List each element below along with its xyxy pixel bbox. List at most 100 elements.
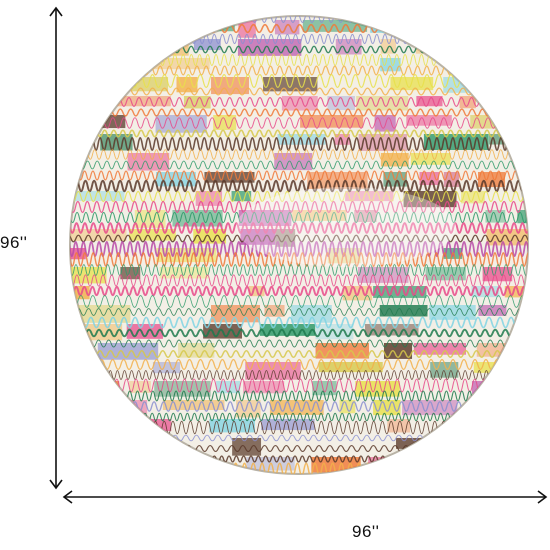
zigzag-line <box>70 378 528 393</box>
zigzag-line <box>70 87 528 96</box>
color-patch <box>471 457 487 470</box>
color-patch <box>342 286 373 301</box>
zigzag-line <box>70 234 528 243</box>
color-patch <box>204 172 255 183</box>
color-patch <box>459 96 476 109</box>
zigzag-line <box>70 401 528 412</box>
light-wash <box>236 187 456 267</box>
zigzag-line <box>70 97 528 107</box>
color-patch <box>418 457 435 474</box>
zigzag-line <box>70 179 528 193</box>
color-patch <box>70 400 84 412</box>
zigzag-line <box>70 328 528 338</box>
color-patch <box>70 381 120 396</box>
color-patch <box>274 153 313 171</box>
round-rug <box>69 15 532 475</box>
color-patch <box>70 20 106 31</box>
zigzag-line <box>70 170 528 181</box>
color-patch <box>70 457 93 468</box>
color-patch <box>70 305 131 323</box>
color-patch <box>149 457 200 473</box>
color-patch <box>259 324 316 336</box>
color-patch <box>489 77 528 89</box>
color-patch <box>70 419 128 434</box>
color-patch <box>406 115 452 126</box>
color-patch <box>193 229 227 244</box>
color-patch <box>524 362 528 375</box>
color-patch <box>129 381 151 393</box>
color-patch <box>364 324 419 336</box>
zigzag-line <box>70 390 528 402</box>
color-patch <box>152 362 181 374</box>
color-patch <box>380 153 409 167</box>
color-patch <box>232 438 262 456</box>
color-patch <box>264 305 285 317</box>
color-patch <box>387 419 410 433</box>
color-patch <box>436 457 453 470</box>
color-patch <box>327 96 355 111</box>
color-patch <box>70 324 123 341</box>
color-patch <box>497 419 528 435</box>
color-patch <box>193 39 221 51</box>
width-arrow <box>62 490 548 504</box>
color-patch <box>531 267 532 280</box>
height-dimension-label: 96'' <box>0 233 28 252</box>
color-patch <box>128 229 176 241</box>
color-patch <box>115 20 135 35</box>
color-patch <box>292 210 347 221</box>
color-patch <box>370 20 424 33</box>
color-patch <box>159 267 209 279</box>
color-patch <box>530 39 532 55</box>
color-patch <box>380 58 401 72</box>
color-patch <box>473 362 522 373</box>
zigzag-line <box>70 339 528 348</box>
color-patch <box>70 343 84 355</box>
color-patch <box>231 191 252 202</box>
color-patch <box>525 305 528 316</box>
color-patch <box>524 381 528 396</box>
zigzag-line <box>70 285 528 297</box>
color-patch <box>430 362 459 378</box>
zigzag-line <box>70 108 528 117</box>
zigzag-line <box>70 295 528 308</box>
color-patch <box>525 134 528 146</box>
zigzag-line <box>70 160 528 170</box>
zigzag-line <box>70 211 528 224</box>
color-patch <box>237 39 302 56</box>
color-patch <box>470 115 523 129</box>
color-patch <box>146 419 172 432</box>
zigzag-line <box>70 308 528 316</box>
zigzag-line <box>70 240 528 258</box>
zigzag-line <box>70 190 528 203</box>
color-patch <box>104 39 141 55</box>
zigzag-line <box>70 149 528 160</box>
color-patch <box>521 400 528 415</box>
color-patch <box>107 96 171 107</box>
zigzag-line <box>70 200 528 214</box>
color-patch <box>423 134 489 151</box>
color-patch <box>70 191 125 202</box>
zigzag-line <box>70 129 528 138</box>
color-patch <box>471 400 488 416</box>
color-patch <box>478 305 507 316</box>
zigzag-line <box>70 316 528 329</box>
zigzag-line <box>70 73 528 89</box>
color-patch <box>216 381 241 394</box>
zigzag-line <box>70 252 528 267</box>
zigzag-line <box>70 222 528 234</box>
color-patch <box>527 343 528 360</box>
zigzag-line <box>70 274 528 287</box>
zigzag-line <box>70 370 528 380</box>
color-patch <box>413 343 467 355</box>
color-patch <box>127 153 170 171</box>
width-dimension-label: 96'' <box>352 522 380 541</box>
height-arrow <box>49 6 63 490</box>
color-patch <box>176 77 198 93</box>
color-patch <box>410 153 451 165</box>
zigzag-line <box>70 117 528 129</box>
zigzag-line <box>70 264 528 276</box>
zigzag-line <box>70 358 528 371</box>
color-patch <box>450 419 492 431</box>
color-patch <box>98 400 148 415</box>
